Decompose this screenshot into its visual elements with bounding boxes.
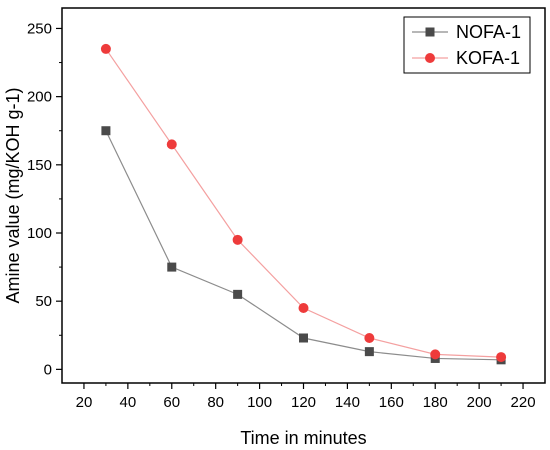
y-tick-label: 250 (27, 20, 52, 37)
data-point (364, 333, 375, 343)
x-tick-label: 140 (335, 394, 360, 411)
series-line (105, 130, 502, 361)
legend-box (403, 16, 531, 74)
x-tick-label: 40 (120, 394, 137, 411)
x-tick-label: 80 (207, 394, 224, 411)
x-axis-title: Time in minutes (240, 428, 366, 448)
legend-item-nofa-1: NOFA-1 (412, 22, 521, 42)
legend: NOFA-1 KOFA-1 (403, 16, 531, 74)
data-point (496, 352, 507, 363)
y-tick-label: 0 (44, 361, 52, 378)
y-tick-label: 100 (27, 225, 52, 242)
x-tick-label: 180 (423, 394, 448, 411)
data-point (430, 349, 441, 360)
x-tick-label: 120 (291, 394, 316, 411)
legend-item-kofa-1: KOFA-1 (412, 48, 520, 68)
data-point (364, 347, 374, 357)
series-layer (100, 43, 507, 365)
y-axis-title: Amine value (mg/KOH g-1) (3, 87, 23, 303)
x-tick-label: 20 (76, 394, 93, 411)
y-tick-label: 50 (35, 293, 52, 310)
legend-marker (425, 27, 435, 37)
data-point (299, 333, 308, 343)
x-tick-label: 100 (247, 394, 272, 411)
x-tick-label: 160 (379, 394, 404, 411)
legend-marker (425, 53, 435, 63)
data-point (101, 126, 111, 136)
y-tick-label: 150 (27, 157, 52, 174)
data-point (233, 289, 243, 299)
data-point (232, 234, 243, 245)
x-tick-label: 60 (163, 394, 180, 411)
series-kofa-1 (100, 43, 507, 363)
axes: 20 40 60 80 100 120 140 160 180 200 220 0 50 100 150 20… (27, 7, 546, 411)
data-point (100, 43, 111, 54)
data-point (167, 262, 177, 272)
data-point (298, 303, 309, 313)
x-tick-label: 200 (467, 394, 492, 411)
data-point (166, 139, 177, 150)
x-tick-label: 220 (511, 394, 536, 411)
y-tick-label: 200 (27, 89, 52, 106)
series-nofa-1 (101, 126, 506, 365)
legend-label: KOFA-1 (456, 48, 520, 68)
legend-label: NOFA-1 (456, 22, 521, 42)
